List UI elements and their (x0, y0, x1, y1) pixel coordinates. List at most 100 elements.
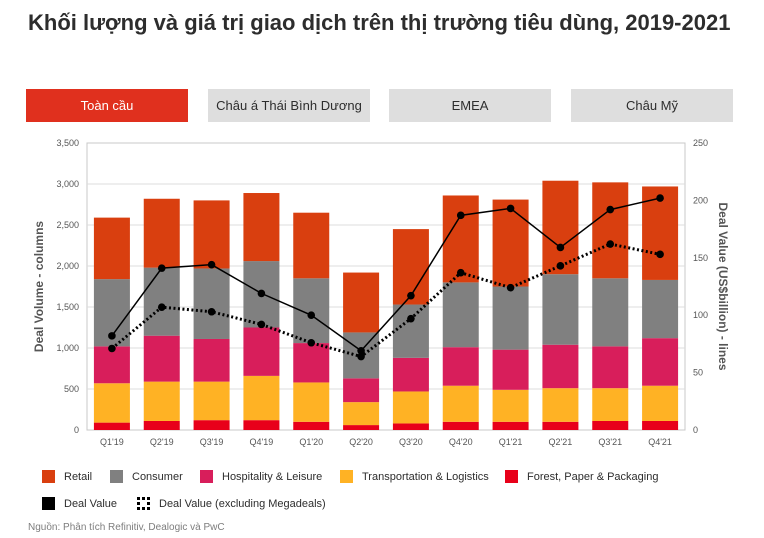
line-deal_value_ex (110, 242, 661, 359)
y-tick-label: 0 (74, 425, 79, 435)
legend-label: Hospitality & Leisure (222, 470, 323, 483)
point-deal_value_ex (506, 283, 515, 292)
legend-swatch-transportation (340, 470, 353, 483)
legend-swatch-retail (42, 470, 55, 483)
bar-retail (492, 199, 529, 287)
bar-hospitality (392, 357, 429, 392)
x-tick-label: Q2'20 (349, 437, 373, 447)
bar-consumer (442, 282, 479, 348)
bar-hospitality (492, 349, 529, 390)
bar-hospitality (243, 327, 280, 376)
bar-forest (392, 423, 429, 430)
bar-consumer (143, 267, 180, 336)
y2-tick-label: 100 (693, 310, 708, 320)
bar-transportation (93, 383, 130, 423)
point-deal_value (207, 260, 216, 269)
legend-swatch-hospitality (200, 470, 213, 483)
x-tick-label: Q4'21 (648, 437, 672, 447)
y2-tick-label: 150 (693, 253, 708, 263)
point-deal_value (506, 204, 515, 213)
x-tick-label: Q3'21 (598, 437, 622, 447)
bar-consumer (592, 278, 629, 347)
bar-transportation (542, 388, 579, 422)
legend-swatch-consumer (110, 470, 123, 483)
bar-hospitality (642, 338, 679, 386)
bar-forest (93, 422, 130, 430)
point-deal_value_ex (606, 240, 615, 248)
line-deal_value (111, 197, 661, 352)
point-deal_value_ex (257, 320, 266, 329)
bar-transportation (193, 381, 230, 421)
tab-emea[interactable]: EMEA (389, 89, 551, 122)
point-deal_value (407, 291, 415, 300)
point-deal_value (456, 211, 465, 220)
bar-forest (343, 425, 380, 430)
point-deal_value_ex (456, 268, 465, 277)
bar-hospitality (193, 338, 230, 382)
y2-tick-label: 200 (693, 195, 708, 205)
point-deal_value (556, 243, 565, 252)
bar-forest (243, 420, 280, 430)
bar-consumer (642, 279, 679, 339)
bar-retail (293, 212, 330, 279)
x-tick-label: Q3'19 (200, 437, 224, 447)
point-deal_value (157, 264, 166, 272)
y2-axis-title: Deal Value (US$billion) - lines (716, 202, 730, 370)
tab-americas[interactable]: Châu Mỹ (571, 89, 733, 122)
y-tick-label: 3,000 (56, 179, 79, 189)
y-tick-label: 2,500 (56, 220, 79, 230)
bar-forest (642, 420, 679, 430)
tab-global[interactable]: Toàn cầu (26, 89, 188, 122)
bar-retail (243, 193, 280, 262)
bar-hospitality (93, 346, 130, 384)
legend-swatch-deal_value_ex (137, 497, 150, 510)
tab-asia-pacific[interactable]: Châu á Thái Bình Dương (208, 89, 370, 122)
bar-retail (642, 186, 679, 280)
x-tick-label: Q1'20 (299, 437, 323, 447)
bar-retail (592, 182, 629, 279)
bar-forest (542, 421, 579, 430)
point-deal_value_ex (207, 307, 216, 316)
bar-hospitality (592, 346, 629, 389)
legend-swatch-deal_value (42, 497, 55, 510)
source-note: Nguồn: Phân tích Refinitiv, Dealogic và … (28, 522, 225, 533)
point-deal_value_ex (307, 338, 316, 347)
legend-item-transportation: Transportation & Logistics (340, 470, 489, 483)
region-tabs: Toàn cầu Châu á Thái Bình Dương EMEA Châ… (26, 89, 734, 122)
y-tick-label: 1,500 (56, 302, 79, 312)
bar-retail (343, 272, 380, 333)
legend-item-consumer: Consumer (110, 470, 183, 483)
bar-transportation (293, 382, 330, 422)
point-deal_value (257, 289, 266, 298)
bar-consumer (392, 304, 429, 358)
point-deal_value (656, 194, 664, 202)
bar-transportation (343, 402, 380, 426)
legend-label: Consumer (132, 470, 183, 483)
y-tick-label: 500 (64, 384, 79, 394)
bar-retail (442, 195, 479, 283)
bar-hospitality (343, 378, 380, 403)
bar-forest (143, 420, 180, 430)
bar-consumer (193, 268, 230, 339)
legend-label: Forest, Paper & Packaging (527, 470, 659, 483)
bar-consumer (293, 278, 330, 344)
chart-title: Khối lượng và giá trị giao dịch trên thị… (28, 10, 731, 35)
bar-retail (193, 200, 230, 269)
bar-transportation (642, 385, 679, 421)
legend-item-forest: Forest, Paper & Packaging (505, 470, 658, 483)
point-deal_value_ex (108, 344, 116, 353)
bar-retail (93, 217, 130, 280)
bar-transportation (442, 385, 479, 422)
legend-item-deal_value_ex: Deal Value (excluding Megadeals) (137, 497, 326, 510)
y-tick-label: 3,500 (56, 138, 79, 148)
y2-tick-label: 0 (693, 425, 698, 435)
x-tick-label: Q2'21 (549, 437, 573, 447)
point-deal_value_ex (656, 250, 664, 259)
bar-transportation (592, 388, 629, 421)
point-deal_value (108, 332, 116, 340)
point-deal_value_ex (157, 303, 166, 311)
plot-frame (86, 142, 686, 431)
x-tick-label: Q1'19 (100, 437, 124, 447)
x-tick-label: Q3'20 (399, 437, 423, 447)
